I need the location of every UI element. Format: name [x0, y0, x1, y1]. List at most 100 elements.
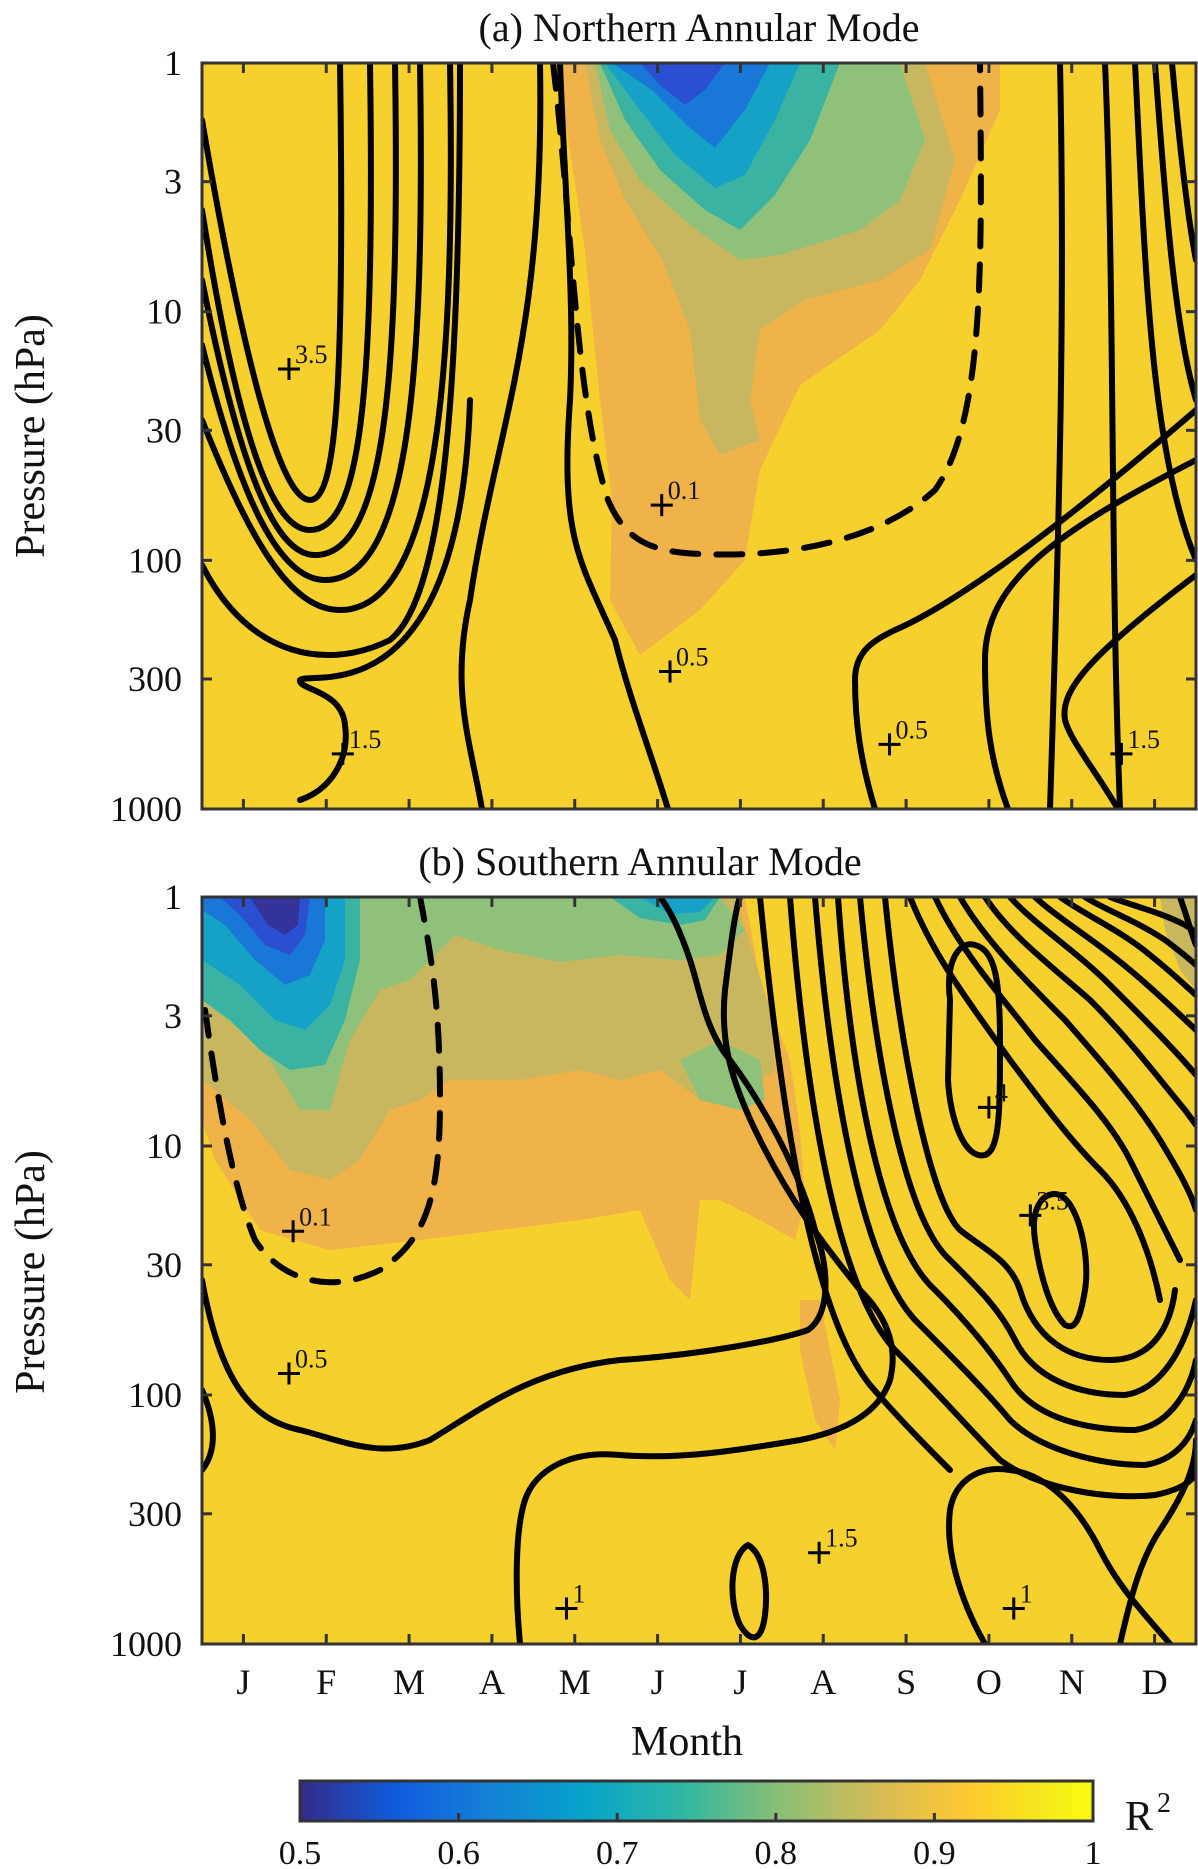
colorbar-tick-label: 0.7	[596, 1835, 639, 1869]
panel-a-contour-loop-5	[202, 63, 454, 613]
panel-b-contour-ring-3	[835, 897, 1196, 1433]
colorbar-tick-label: 1	[1085, 1835, 1102, 1869]
panel-b-fill-green-patch	[680, 1040, 765, 1110]
panel-a-contour-right-4	[1102, 63, 1123, 809]
panel-b-fill-contours	[202, 897, 1196, 1450]
contour-label: 3.5	[295, 340, 328, 369]
y-tick-label: 1000	[110, 789, 182, 829]
contour-label-marker	[1002, 1597, 1025, 1620]
panel-a-contour-right-7	[1169, 63, 1196, 263]
y-tick-label: 1	[164, 877, 182, 917]
colorbar-tick-label: 0.6	[437, 1835, 480, 1869]
panel-a-contour-1p5-left	[202, 63, 463, 659]
panel-b-contour-top-1	[907, 897, 1163, 1303]
contour-label: 1.5	[825, 1524, 858, 1553]
panel-a-contour-loop-3	[202, 63, 399, 558]
panel-b-contour-right-a	[1117, 1437, 1196, 1644]
panel-a-contour-0p5-right	[852, 407, 1196, 809]
x-tick-label: M	[559, 1662, 591, 1702]
panel-a-contour-right-6	[1152, 63, 1196, 403]
panel-a-contour-right-2	[982, 457, 1196, 809]
panel-a-contour-labels: 3.5 0.1 0.5 1.5 0.5 1.5	[277, 340, 1160, 765]
panel-b-contour-top-6	[1032, 897, 1196, 1033]
panel-b-contour-3p5-loop	[1031, 1191, 1090, 1330]
panel-b-fill-navy	[250, 897, 300, 935]
contour-label: 0.5	[295, 1345, 328, 1374]
y-tick-label: 100	[128, 540, 182, 580]
panel-a-plot: 3.5 0.1 0.5 1.5 0.5 1.5 1 3 10 30 100 300 1000	[110, 43, 1198, 829]
contour-label: 0.5	[676, 643, 709, 672]
panel-a-contour-loop-1	[202, 63, 345, 503]
contour-label: 1	[1020, 1579, 1033, 1608]
x-tick-label: J	[651, 1662, 665, 1702]
y-tick-label: 30	[146, 410, 182, 450]
panel-b-contour-labels: 0.1 0.5 4 3.5 1.5 1 1	[277, 1078, 1069, 1620]
panel-a-contour-loop-2	[202, 63, 374, 533]
x-tick-label: M	[393, 1662, 425, 1702]
contour-label-marker	[331, 742, 354, 765]
colorbar-gradient	[298, 1779, 1095, 1823]
y-tick-label: 1000	[110, 1624, 182, 1664]
panel-b-contour-ring-6	[757, 897, 953, 1473]
x-tick-label: J	[733, 1662, 747, 1702]
contour-label-marker	[977, 1096, 1000, 1119]
colorbar-label-exponent: 2	[1157, 1788, 1171, 1819]
contour-label-marker	[650, 494, 673, 517]
contour-label: 1.5	[1127, 725, 1160, 754]
panel-b-contour-lines	[202, 897, 1196, 1644]
panel-a-contour-1p5-right	[1061, 572, 1196, 809]
panel-b-title: (b) Southern Annular Mode	[418, 839, 861, 884]
panel-a-x-ticks	[241, 63, 1157, 809]
contour-label-marker	[1019, 1204, 1042, 1227]
x-tick-label: D	[1142, 1662, 1168, 1702]
contour-label: 0.1	[668, 476, 701, 505]
panel-a-contour-right-5	[1132, 63, 1196, 563]
y-tick-label: 3	[164, 162, 182, 202]
panel-b-contour-top-4	[982, 897, 1196, 1128]
panel-a-ylabel: Pressure (hPa)	[8, 314, 54, 558]
panel-a-title: (a) Northern Annular Mode	[479, 5, 920, 50]
panel-b-contour-ring-4	[812, 897, 1196, 1468]
contour-label: 0.1	[299, 1202, 332, 1231]
contour-label: 3.5	[1036, 1186, 1069, 1215]
panel-a-fill-deep-blue	[640, 63, 725, 105]
x-tick-label: S	[896, 1662, 916, 1702]
contour-label-marker	[878, 733, 901, 756]
x-tick-label: A	[810, 1662, 836, 1702]
panel-b-contour-top-5	[1007, 897, 1196, 1078]
colorbar-ticks: 0.5 0.6 0.7 0.8 0.9 1	[279, 1813, 1102, 1869]
panel-b-contour-0p1	[202, 897, 443, 1286]
x-tick-label: N	[1059, 1662, 1085, 1702]
y-tick-label: 10	[146, 292, 182, 332]
panel-b-contour-1-left	[513, 897, 896, 1644]
contour-label-marker	[1110, 742, 1133, 765]
panel-b-contour-1p5-loop	[729, 1542, 770, 1641]
panel-b-contour-top-2	[932, 897, 1183, 1263]
contour-label-marker	[277, 1362, 300, 1385]
panel-a-y-axis: 1 3 10 30 100 300 1000	[110, 43, 1196, 829]
colorbar-tick-label: 0.5	[279, 1835, 322, 1869]
panel-b-contour-top-8	[1082, 897, 1196, 968]
panel-b-contour-top-9	[1107, 897, 1196, 935]
y-tick-label: 1	[164, 43, 182, 83]
colorbar-label-base: R	[1125, 1794, 1153, 1840]
contour-label-marker	[555, 1597, 578, 1620]
y-tick-label: 300	[128, 1494, 182, 1534]
panel-b-ylabel: Pressure (hPa)	[8, 1150, 54, 1394]
contour-label-marker	[659, 660, 682, 683]
x-tick-label: J	[236, 1662, 250, 1702]
y-tick-label: 100	[128, 1375, 182, 1415]
panel-a-fill-contours	[555, 63, 1000, 655]
colorbar-tick-label: 0.9	[913, 1835, 956, 1869]
panel-b-contour-ring-1	[882, 897, 1178, 1363]
x-tick-label: A	[479, 1662, 505, 1702]
panel-a-fill-blue	[612, 63, 770, 148]
colorbar-tick-label: 0.8	[755, 1835, 798, 1869]
panel-b-fill-orange-drip	[800, 1300, 840, 1450]
y-tick-label: 300	[128, 659, 182, 699]
panel-b-contour-ring-2	[857, 897, 1196, 1398]
x-tick-label: F	[316, 1662, 336, 1702]
panel-b-contour-0p5	[202, 897, 829, 1452]
